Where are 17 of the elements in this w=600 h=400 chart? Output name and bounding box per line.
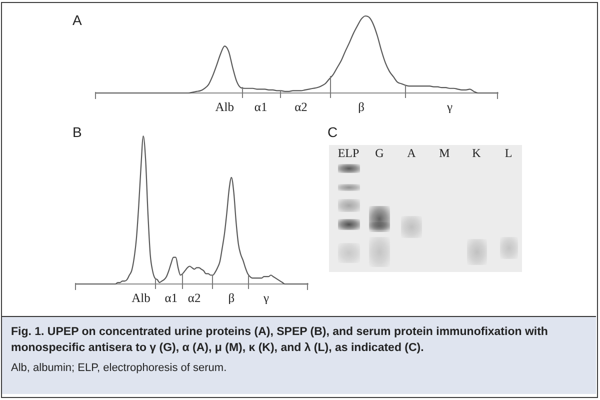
chart-title: A	[72, 12, 82, 28]
caption: Fig. 1. UPEP on concentrated urine proteins (A), SPEP (B), and serum protein immunofixation with monospecific antisera to γ (G), α (A), μ (M), κ (K), and λ (L), as indicated (C).	[11, 324, 549, 356]
category-label: G	[374, 146, 385, 160]
category-label: K	[471, 146, 482, 160]
x-tick-label: α2	[294, 99, 307, 114]
x-tick-label: Alb	[131, 290, 150, 304]
x-tick-label: α2	[187, 290, 200, 304]
category-label: L	[504, 146, 514, 160]
category-label: ELP	[336, 146, 360, 160]
x-tick-label: α1	[164, 290, 178, 304]
category-label: A	[406, 146, 417, 160]
text: Alb, albumin; ELP, electrophoresis of serum.	[11, 360, 228, 376]
x-tick-label: α1	[254, 99, 267, 114]
category-label: M	[438, 146, 451, 160]
x-tick-label: Alb	[214, 99, 234, 114]
chart-title: B	[72, 124, 82, 140]
text: C	[328, 124, 338, 140]
